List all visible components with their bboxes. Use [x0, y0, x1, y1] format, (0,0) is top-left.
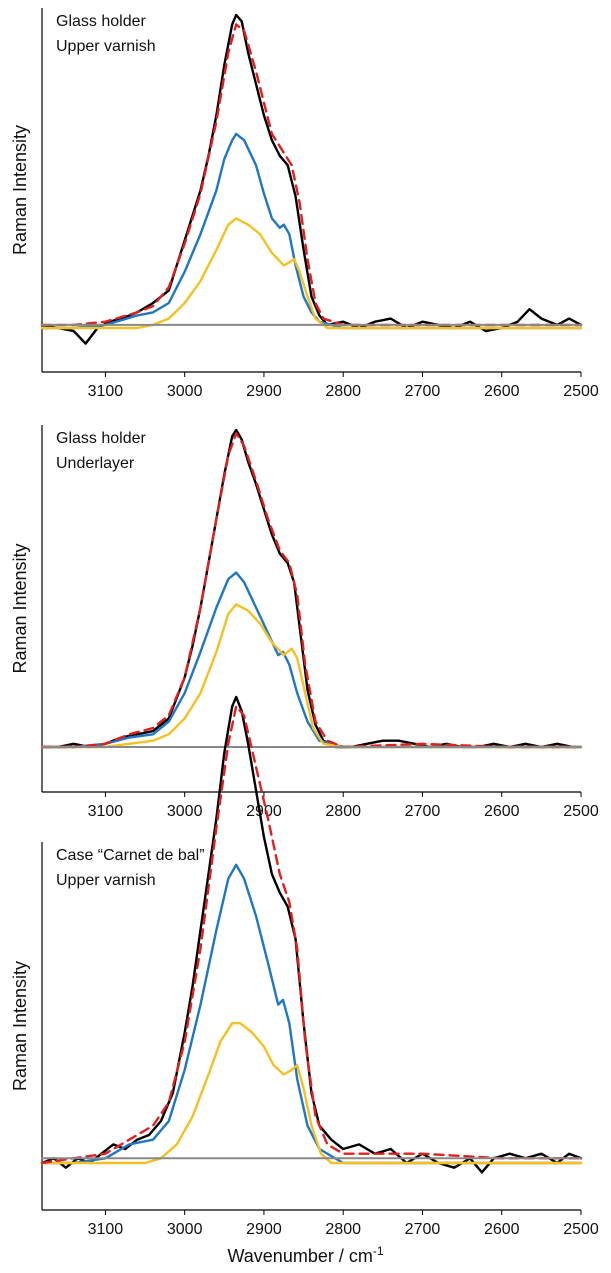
x-tick-label: 3000: [167, 803, 203, 820]
x-tick-label: 2600: [484, 1221, 520, 1238]
series-line-1: [40, 695, 583, 1174]
x-axis-label-text: Wavenumber / cm: [227, 1246, 372, 1266]
x-tick-label: 3000: [167, 383, 203, 400]
x-tick-label: 2900: [246, 383, 282, 400]
series-line-3: [40, 603, 583, 749]
x-tick-label: 2700: [405, 1221, 441, 1238]
x-tick-label: 2900: [246, 803, 282, 820]
x-tick-label: 3000: [167, 1221, 203, 1238]
chart-panel-2: 3100 3000 2900 2800 2700 2600 2500 Raman Intens…: [10, 425, 599, 820]
x-tick-label: 2800: [325, 383, 361, 400]
panel-annotation: Upper varnish: [56, 38, 156, 55]
series-line-3: [40, 217, 583, 330]
x-tick-label: 2500: [563, 1221, 599, 1238]
series-line-4: [40, 23, 583, 327]
x-axis-label: Wavenumber / cm-1: [227, 1244, 383, 1266]
x-tick-label: 2700: [405, 803, 441, 820]
series-line-2: [40, 863, 583, 1165]
x-tick-label: 2700: [405, 383, 441, 400]
x-tick-label: 2900: [246, 1221, 282, 1238]
panel-annotation: Underlayer: [56, 455, 135, 472]
series-line-4: [40, 432, 583, 749]
x-tick-label: 3100: [88, 383, 124, 400]
panel-annotation: Case “Carnet de bal”: [56, 847, 205, 864]
series-line-4: [40, 705, 583, 1165]
y-axis-label: Raman Intensity: [10, 961, 30, 1091]
x-tick-label: 3100: [88, 1221, 124, 1238]
x-tick-label: 2800: [325, 1221, 361, 1238]
x-tick-label: 3100: [88, 803, 124, 820]
series-line-3: [40, 1022, 583, 1165]
series-line-1: [40, 13, 583, 345]
x-tick-label: 2500: [563, 383, 599, 400]
y-axis-label: Raman Intensity: [10, 125, 30, 255]
series-line-2: [40, 571, 583, 749]
panel-annotation: Upper varnish: [56, 872, 156, 889]
panel-annotation: Glass holder: [56, 430, 146, 447]
panel-annotation: Glass holder: [56, 13, 146, 30]
chart-panel-1: 3100 3000 2900 2800 2700 2600 2500 Raman Intens…: [10, 8, 599, 400]
x-tick-label: 2500: [563, 803, 599, 820]
x-tick-label: 2600: [484, 383, 520, 400]
x-tick-label: 2800: [325, 803, 361, 820]
y-axis-label: Raman Intensity: [10, 543, 30, 673]
x-tick-label: 2600: [484, 803, 520, 820]
x-axis-label-superscript: -1: [373, 1244, 384, 1258]
chart-panel-3: 3100 3000 2900 2800 2700 2600 2500 Raman Intens…: [10, 695, 599, 1266]
